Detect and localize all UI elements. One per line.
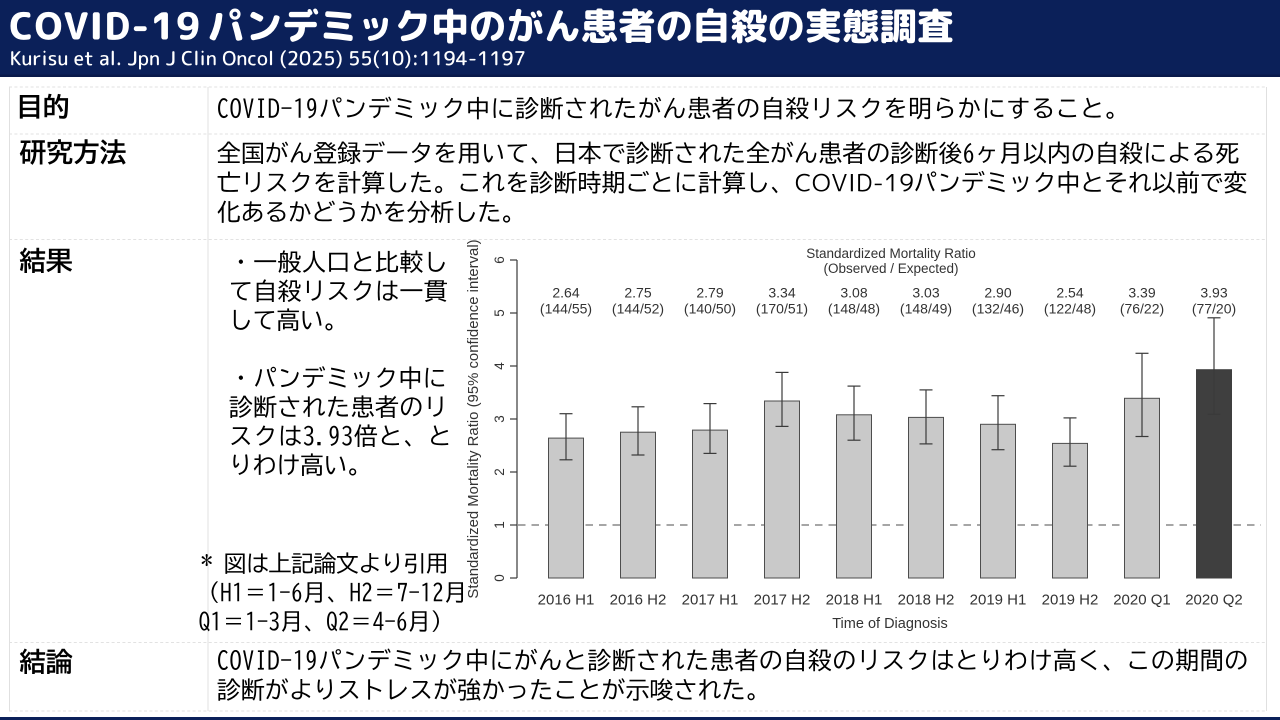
svg-text:0: 0 [492, 574, 507, 582]
svg-text:2016 H2: 2016 H2 [610, 592, 667, 609]
svg-text:2.54: 2.54 [1056, 285, 1083, 301]
svg-text:2017 H2: 2017 H2 [754, 592, 811, 609]
svg-text:4: 4 [492, 362, 507, 370]
svg-text:(148/49): (148/49) [900, 301, 952, 317]
svg-text:(144/55): (144/55) [540, 301, 592, 317]
svg-text:2019 H1: 2019 H1 [970, 592, 1027, 609]
svg-text:(148/48): (148/48) [828, 301, 880, 317]
svg-text:2017 H1: 2017 H1 [682, 592, 739, 609]
svg-text:2.75: 2.75 [624, 285, 651, 301]
svg-text:6: 6 [492, 256, 507, 264]
svg-text:3.34: 3.34 [768, 285, 795, 301]
svg-text:(144/52): (144/52) [612, 301, 664, 317]
svg-text:(Observed / Expected): (Observed / Expected) [823, 261, 958, 276]
svg-text:3.03: 3.03 [912, 285, 939, 301]
svg-text:2016 H1: 2016 H1 [538, 592, 595, 609]
svg-text:2020 Q2: 2020 Q2 [1185, 592, 1243, 609]
svg-text:(170/51): (170/51) [756, 301, 808, 317]
svg-text:(140/50): (140/50) [684, 301, 736, 317]
svg-text:1: 1 [492, 521, 507, 529]
svg-text:2018 H2: 2018 H2 [898, 592, 955, 609]
svg-text:2.64: 2.64 [552, 285, 579, 301]
svg-text:3: 3 [492, 415, 507, 423]
svg-text:(122/48): (122/48) [1044, 301, 1096, 317]
svg-text:3.93: 3.93 [1200, 285, 1227, 301]
svg-text:3.39: 3.39 [1128, 285, 1155, 301]
svg-text:(77/20): (77/20) [1192, 301, 1236, 317]
svg-text:Standardized Mortality Ratio (: Standardized Mortality Ratio (95% confid… [466, 239, 482, 598]
svg-text:2019 H2: 2019 H2 [1042, 592, 1099, 609]
svg-text:(76/22): (76/22) [1120, 301, 1164, 317]
svg-text:2020 Q1: 2020 Q1 [1113, 592, 1171, 609]
svg-text:2.79: 2.79 [696, 285, 723, 301]
svg-text:Standardized Mortality Ratio: Standardized Mortality Ratio [806, 246, 976, 261]
svg-text:2: 2 [492, 468, 507, 476]
svg-text:2.90: 2.90 [984, 285, 1011, 301]
svg-text:3.08: 3.08 [840, 285, 867, 301]
svg-text:(132/46): (132/46) [972, 301, 1024, 317]
svg-text:Time of Diagnosis: Time of Diagnosis [832, 616, 948, 632]
svg-text:2018 H1: 2018 H1 [826, 592, 883, 609]
svg-text:5: 5 [492, 309, 507, 317]
